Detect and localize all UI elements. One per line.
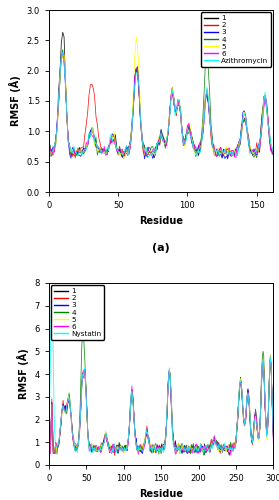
- X-axis label: Residue: Residue: [139, 488, 183, 498]
- Y-axis label: RMSF (Å): RMSF (Å): [17, 348, 29, 400]
- Legend: 1, 2, 3, 4, 5, 6, Nystatin: 1, 2, 3, 4, 5, 6, Nystatin: [51, 285, 104, 340]
- Legend: 1, 2, 3, 4, 5, 6, Azithromycin: 1, 2, 3, 4, 5, 6, Azithromycin: [201, 12, 271, 67]
- X-axis label: Residue: Residue: [139, 216, 183, 226]
- Y-axis label: RMSF (Å): RMSF (Å): [9, 76, 21, 126]
- Text: (a): (a): [152, 243, 170, 253]
